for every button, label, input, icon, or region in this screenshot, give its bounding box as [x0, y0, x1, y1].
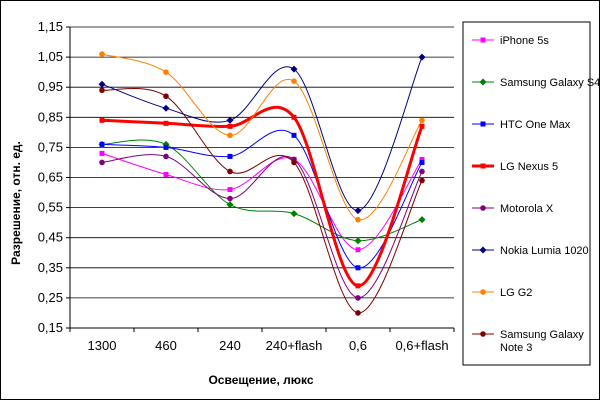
legend-marker [480, 121, 486, 127]
data-point [227, 195, 233, 202]
series-line [101, 152, 423, 251]
y-tick-label: 0,95 [38, 79, 63, 94]
y-axis-title: Разрешение, отн. ед. [9, 141, 23, 265]
data-point [99, 51, 105, 57]
data-point [99, 150, 105, 156]
series-line [101, 139, 423, 242]
data-point [163, 144, 169, 150]
data-point [99, 117, 105, 123]
legend [462, 21, 591, 366]
x-tick-label: 460 [155, 338, 177, 353]
data-point [227, 168, 233, 175]
data-point [162, 104, 170, 112]
x-tick-label: 0,6+flash [395, 338, 448, 353]
data-point [355, 283, 361, 289]
y-tick-label: 0,55 [38, 200, 63, 215]
series-line [101, 154, 423, 299]
data-point [163, 69, 169, 75]
legend-marker [480, 205, 486, 211]
y-tick-label: 1,15 [38, 19, 63, 34]
data-point [99, 159, 105, 166]
legend-marker [480, 331, 486, 337]
data-point [418, 53, 426, 61]
x-tick-label: 240+flash [266, 338, 323, 353]
legend-item: LG Nexus 5 [472, 161, 558, 173]
x-tick-label: 240 [219, 338, 241, 353]
y-tick-label: 0,75 [38, 139, 63, 154]
x-axis-title: Освещение, люкс [208, 373, 313, 387]
data-point [291, 114, 297, 120]
data-point [290, 210, 298, 218]
data-point [227, 132, 233, 139]
data-point [355, 310, 361, 316]
legend-item: Nokia Lumia 1020 [472, 245, 589, 257]
y-tick-label: 0,15 [38, 320, 63, 335]
data-point [418, 216, 426, 224]
x-tick-label: 0,6 [349, 338, 367, 353]
legend-label: Motorola X [500, 203, 554, 215]
data-point [419, 123, 425, 129]
legend-label: iPhone 5s [500, 35, 549, 47]
data-point [354, 237, 362, 245]
data-point [226, 116, 234, 124]
legend-marker [480, 37, 486, 43]
legend-label: LG G2 [500, 287, 532, 299]
data-point [98, 80, 106, 88]
y-tick-label: 0,25 [38, 290, 63, 305]
series-line [101, 129, 423, 269]
data-point [227, 123, 233, 129]
data-point [355, 295, 361, 301]
data-point [290, 65, 298, 73]
data-point [227, 187, 233, 193]
data-point [419, 177, 425, 184]
y-tick-label: 0,85 [38, 109, 63, 124]
series-line [101, 105, 424, 288]
legend-item: iPhone 5s [472, 35, 549, 47]
y-tick-label: 0,45 [38, 230, 63, 245]
data-point [99, 141, 105, 147]
data-point [354, 207, 362, 215]
legend-label: HTC One Max [500, 119, 571, 131]
legend-item: Samsung Galaxy S4 [472, 77, 600, 89]
data-point [226, 201, 234, 209]
data-point [163, 153, 169, 160]
legend-marker [480, 289, 486, 295]
legend-label: Samsung Galaxy S4 [500, 77, 600, 89]
data-point [163, 171, 169, 177]
legend-item: LG G2 [472, 287, 532, 299]
x-tick-label: 1300 [88, 338, 117, 353]
legend-item: Samsung Galaxy Note 3 [472, 329, 584, 354]
data-point [291, 159, 297, 166]
legend-label: Samsung Galaxy Note 3 [500, 329, 584, 354]
y-tick-label: 0,35 [38, 260, 63, 275]
data-point [419, 156, 425, 162]
legend-marker [480, 163, 486, 169]
y-tick-label: 1,05 [38, 49, 63, 64]
legend-item: HTC One Max [472, 119, 571, 131]
y-tick-label: 0,65 [38, 170, 63, 185]
data-point [163, 120, 169, 126]
data-point [227, 153, 233, 159]
data-point [419, 117, 425, 124]
data-point [419, 159, 425, 165]
data-point [355, 265, 361, 271]
legend-item: Motorola X [472, 203, 554, 215]
series-line [101, 53, 423, 221]
series-line [101, 56, 423, 212]
data-point [419, 168, 425, 175]
data-point [355, 216, 361, 223]
legend-label: LG Nexus 5 [500, 161, 558, 173]
legend-marker [479, 78, 487, 86]
data-point [163, 93, 169, 100]
data-point [291, 132, 297, 138]
legend-marker [479, 246, 487, 254]
legend-label: Nokia Lumia 1020 [500, 245, 589, 257]
data-point [291, 78, 297, 84]
data-point [355, 247, 361, 253]
data-point [99, 87, 105, 94]
